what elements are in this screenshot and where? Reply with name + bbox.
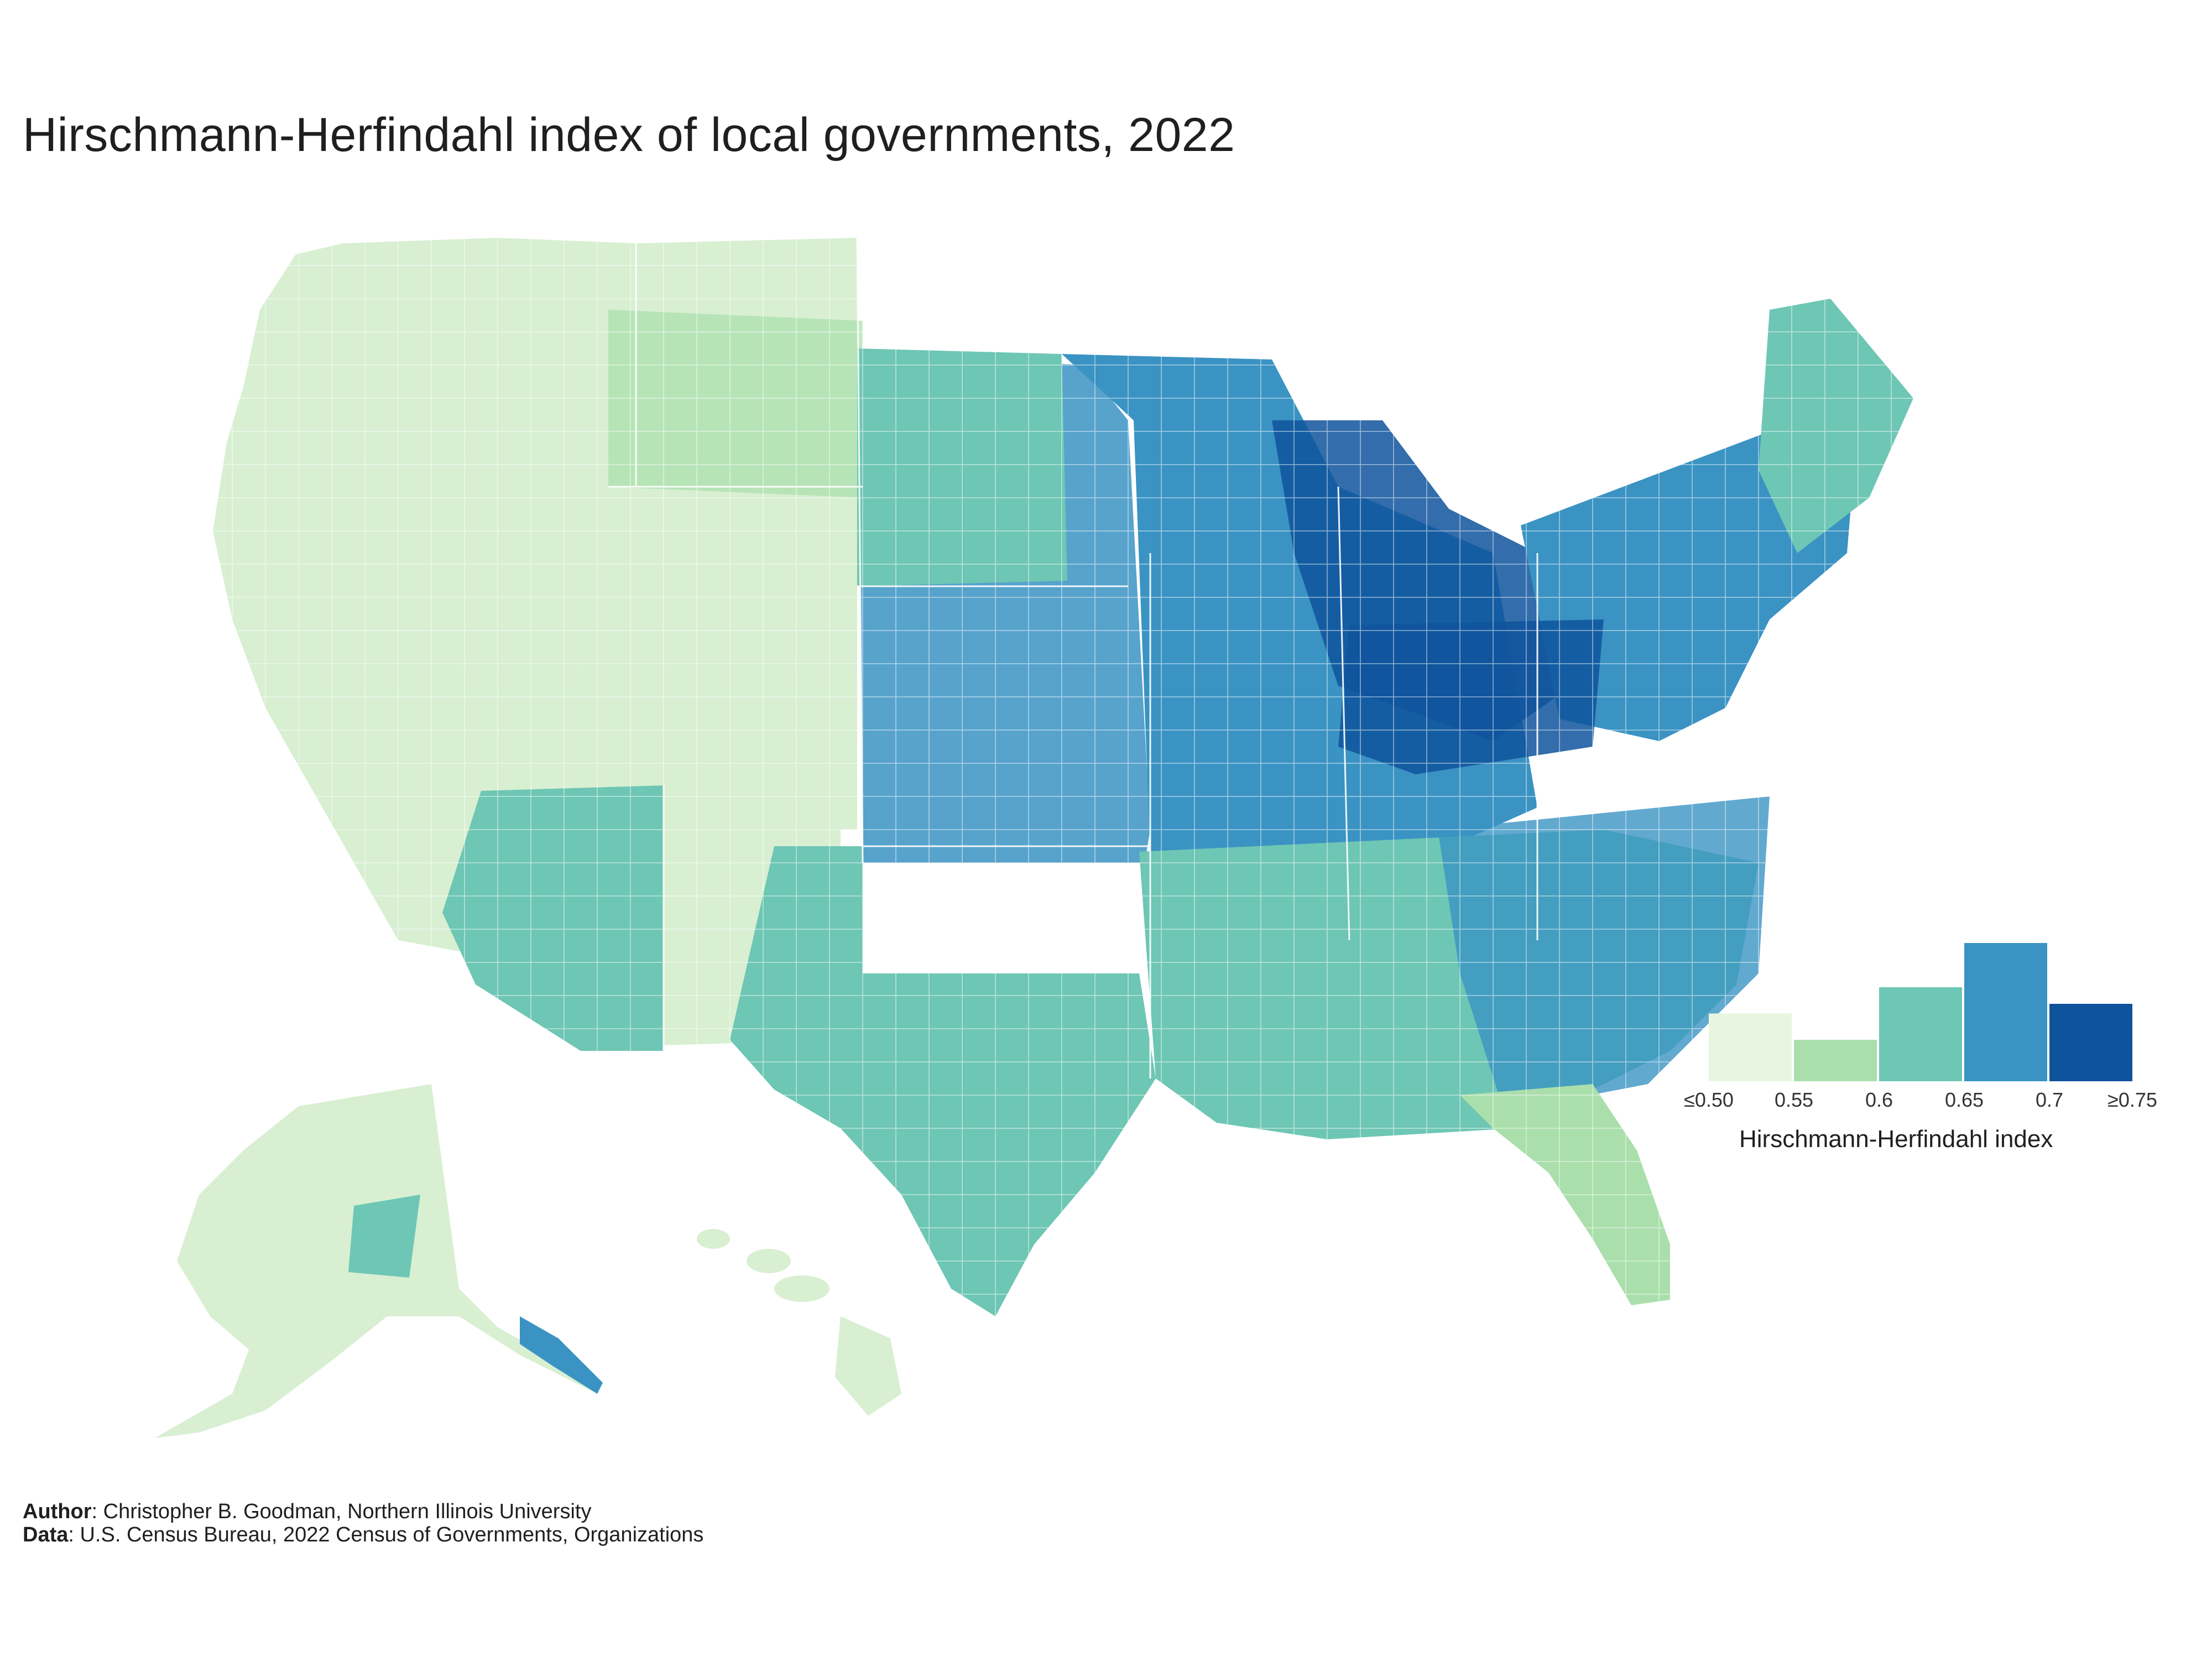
legend-bar-2 — [1794, 1040, 1877, 1081]
data-credit: Data: U.S. Census Bureau, 2022 Census of… — [23, 1523, 703, 1546]
region-ohio-valley — [1338, 619, 1604, 774]
legend-tick-label: 0.65 — [1944, 1088, 1984, 1111]
legend-tick-label: 0.6 — [1865, 1088, 1893, 1111]
region-alaska-southeast — [520, 1316, 603, 1394]
region-new-england — [1759, 299, 1913, 553]
lower-48-states — [210, 238, 1924, 1322]
region-florida — [1460, 1084, 1670, 1305]
author-text: : Christopher B. Goodman, Northern Illin… — [91, 1500, 592, 1523]
legend-title: Hirschmann-Herfindahl index — [1739, 1126, 2053, 1153]
region-hawaii — [697, 1229, 901, 1416]
author-label: Author — [23, 1500, 92, 1523]
legend-tick-label: 0.55 — [1774, 1088, 1814, 1111]
legend-tick-label: ≥0.75 — [2107, 1088, 2157, 1111]
page-title: Hirschmann-Herfindahl index of local gov… — [23, 108, 1235, 161]
legend: ≤0.50 0.55 0.6 0.65 0.7 ≥0.75 Hirschmann-Herf… — [1676, 913, 2173, 1167]
region-northern-plains-west — [608, 310, 863, 498]
data-text: : U.S. Census Bureau, 2022 Census of Gov… — [68, 1523, 704, 1546]
legend-histogram — [1709, 943, 2132, 1081]
data-label: Data — [23, 1523, 69, 1546]
legend-bar-4 — [1964, 943, 2047, 1081]
author-credit: Author: Christopher B. Goodman, Northern… — [23, 1500, 703, 1523]
legend-bar-3 — [1879, 987, 1962, 1081]
region-alaska-interior — [348, 1195, 420, 1278]
region-texas — [730, 846, 1156, 1316]
legend-bar-1 — [1709, 1013, 1792, 1081]
footer-credits: Author: Christopher B. Goodman, Northern… — [23, 1500, 703, 1546]
legend-bar-5 — [2049, 1004, 2132, 1081]
region-southwest — [442, 785, 664, 1051]
legend-tick-label: 0.7 — [2035, 1088, 2064, 1111]
legend-tick-label: ≤0.50 — [1684, 1088, 1734, 1111]
region-dakotas — [857, 348, 1067, 586]
